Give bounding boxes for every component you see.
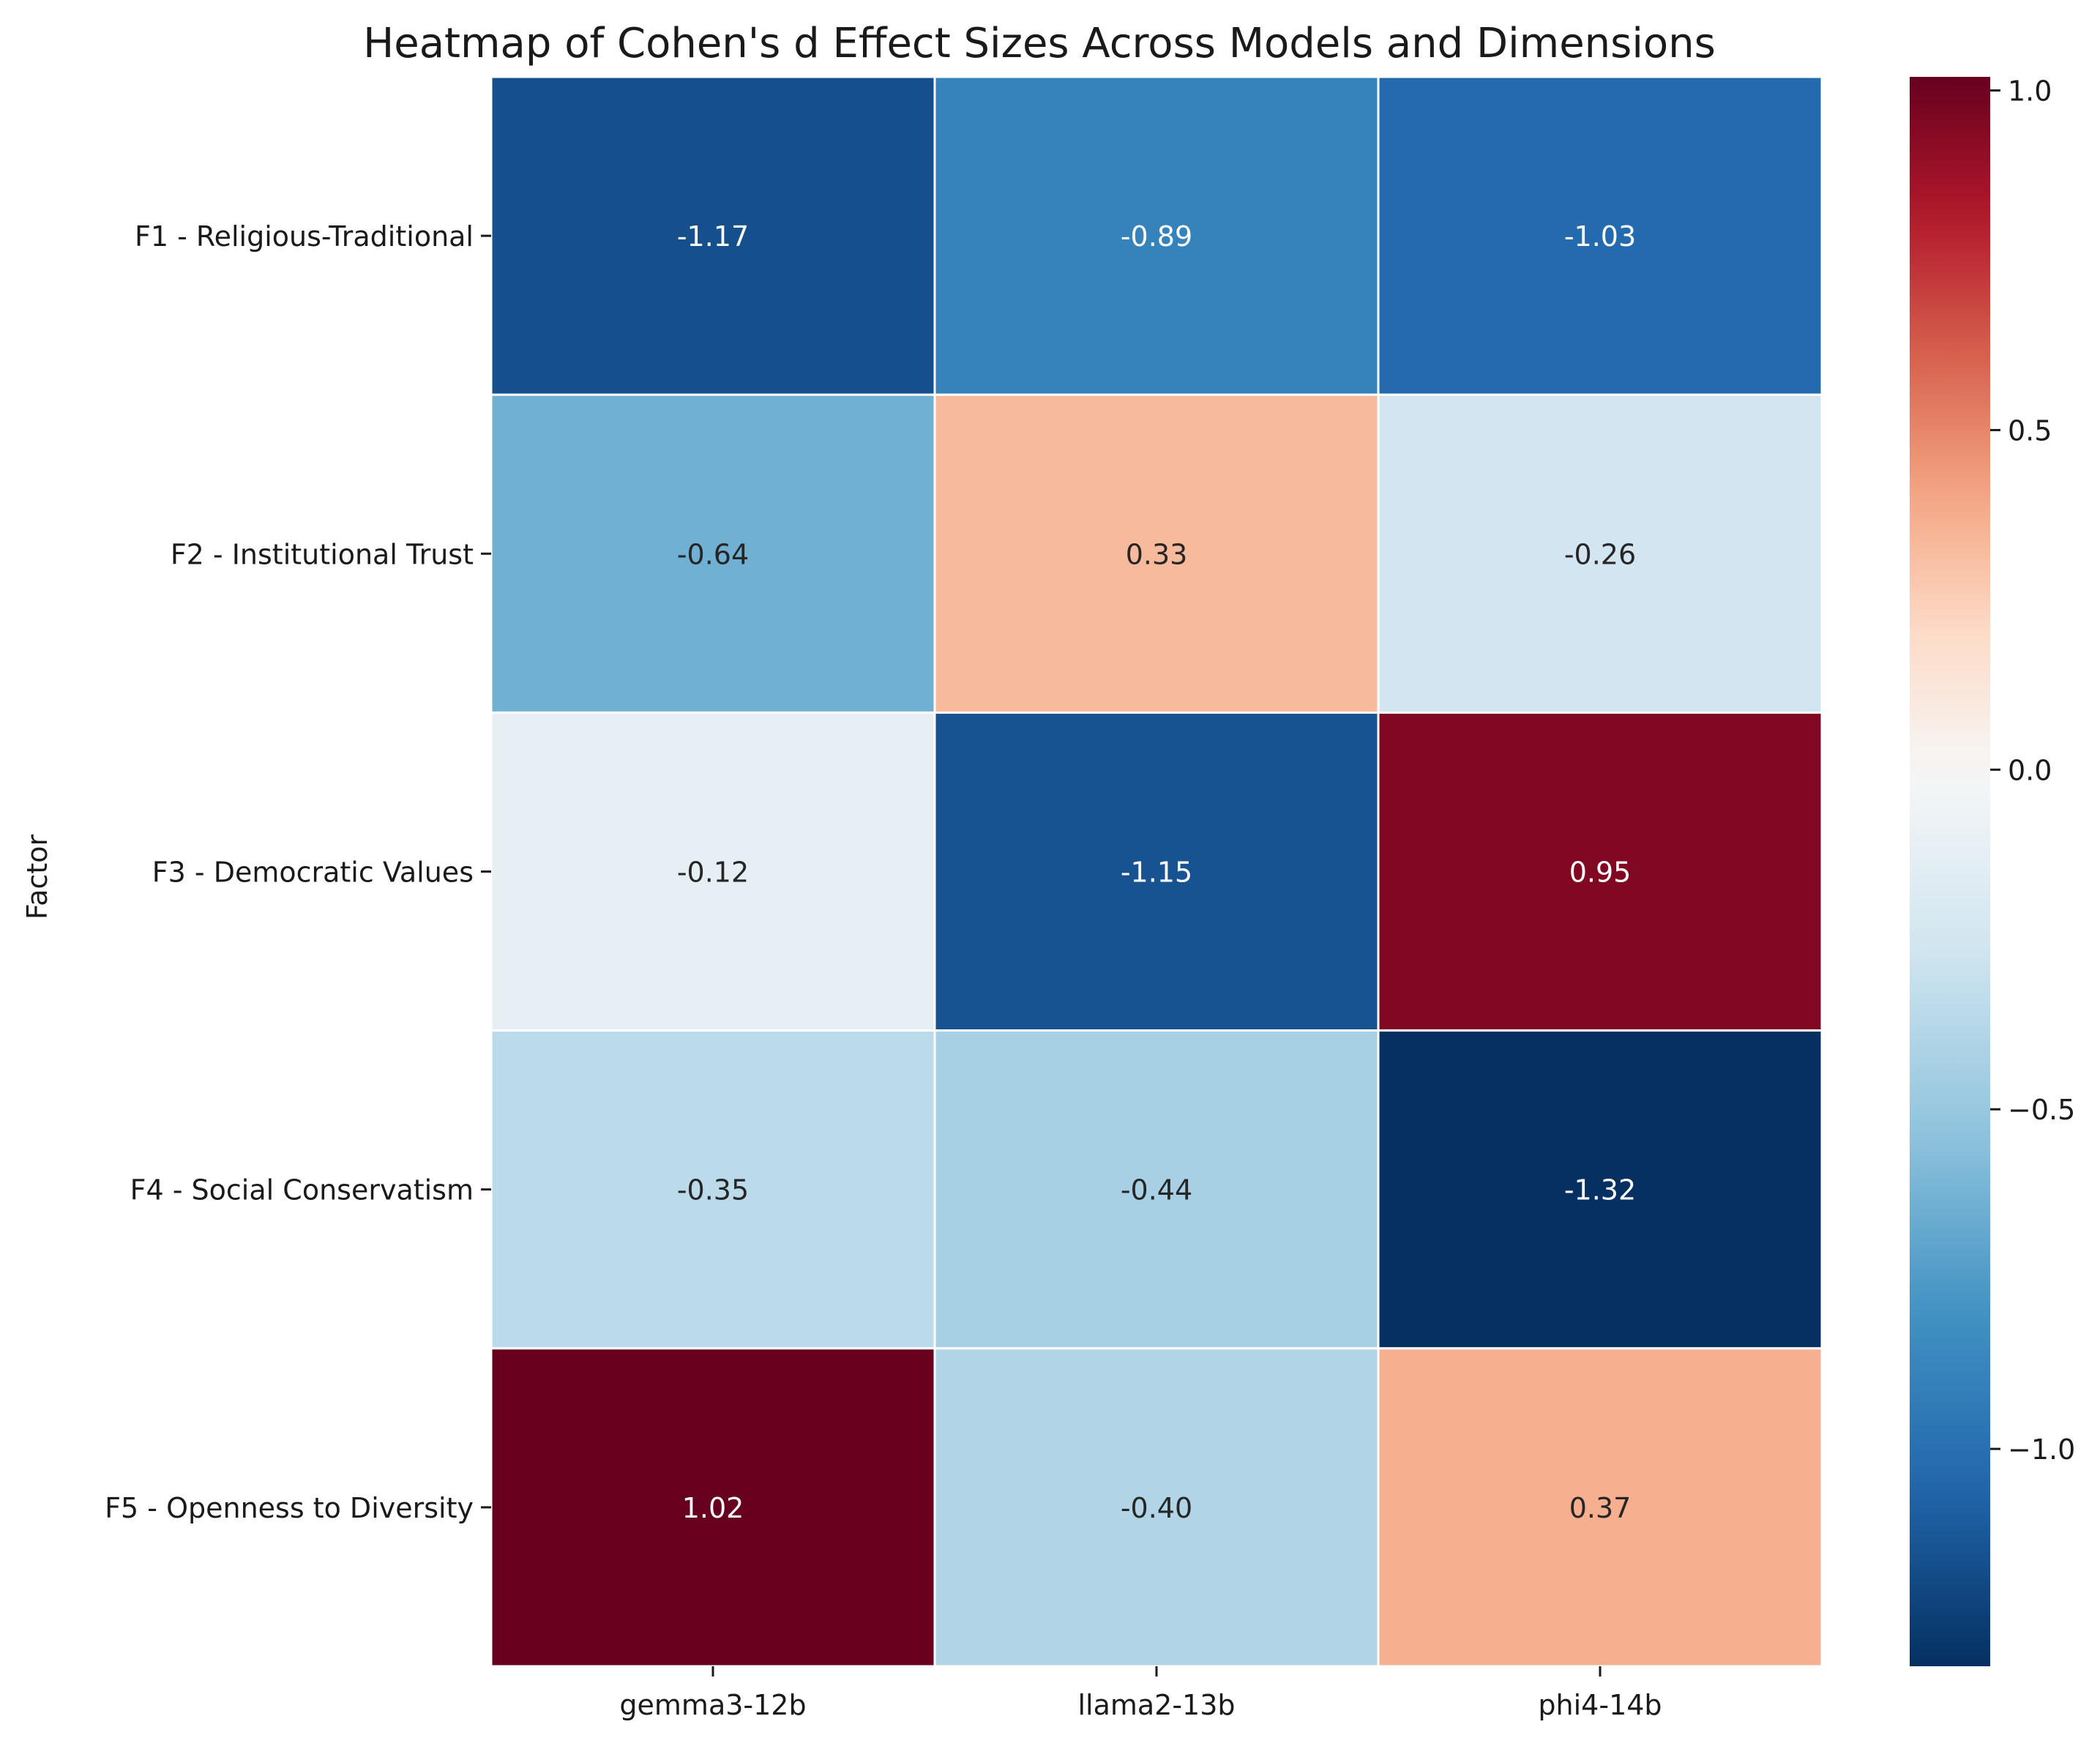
cell-value-label: -1.32 bbox=[1564, 1174, 1636, 1206]
heatmap-cells bbox=[490, 75, 1823, 1668]
heatmap-cell bbox=[490, 75, 936, 396]
heatmap-cell bbox=[1377, 1347, 1823, 1668]
heatmap-cell bbox=[490, 393, 936, 714]
heatmap-cell bbox=[490, 711, 936, 1032]
cell-value-label: -0.35 bbox=[677, 1174, 749, 1206]
cell-value-label: -0.40 bbox=[1121, 1492, 1192, 1524]
y-tick-label: F2 - Institutional Trust bbox=[171, 538, 474, 570]
cell-value-label: -0.64 bbox=[677, 538, 749, 570]
y-tick-label: F4 - Social Conservatism bbox=[130, 1174, 474, 1206]
cell-value-label: -1.03 bbox=[1564, 220, 1636, 253]
x-axis: gemma3-12b llama2-13b phi4-14b bbox=[619, 1666, 1662, 1721]
y-tick-label: F5 - Openness to Diversity bbox=[105, 1492, 474, 1524]
y-tick-label: F3 - Democratic Values bbox=[152, 857, 474, 889]
x-tick-label: llama2-13b bbox=[1077, 1689, 1235, 1721]
colorbar-tick-label: 1.0 bbox=[2008, 75, 2052, 108]
colorbar-gradient bbox=[1910, 77, 1990, 1666]
cell-value-label: 0.37 bbox=[1569, 1492, 1632, 1524]
y-axis-label: Factor bbox=[21, 834, 53, 920]
heatmap-cell bbox=[933, 75, 1380, 396]
x-tick-label: phi4-14b bbox=[1538, 1689, 1662, 1721]
heatmap-cell bbox=[1377, 1029, 1823, 1350]
cell-value-label: 0.33 bbox=[1126, 538, 1188, 570]
y-axis: F1 - Religious-Traditional F2 - Instituti… bbox=[105, 220, 491, 1524]
cell-value-label: -1.17 bbox=[677, 220, 749, 253]
y-tick-label: F1 - Religious-Traditional bbox=[135, 220, 474, 253]
cell-value-label: 0.95 bbox=[1569, 857, 1632, 889]
cell-value-label: -0.12 bbox=[677, 857, 749, 889]
heatmap-cell bbox=[933, 711, 1380, 1032]
cell-value-labels: -1.17 -0.89 -1.03 -0.64 0.33 -0.26 -0.12 -1.15 0… bbox=[677, 220, 1636, 1524]
heatmap-cell bbox=[490, 1347, 936, 1668]
colorbar-tick-label: 0.5 bbox=[2008, 414, 2052, 447]
heatmap-cell bbox=[933, 1347, 1380, 1668]
heatmap-cell bbox=[1377, 75, 1823, 396]
colorbar-tick-label: 0.0 bbox=[2008, 754, 2052, 786]
heatmap-cell bbox=[490, 1029, 936, 1350]
colorbar: 1.0 0.5 0.0 −0.5 −1.0 bbox=[1910, 75, 2075, 1666]
x-tick-label: gemma3-12b bbox=[619, 1689, 806, 1721]
heatmap-cell bbox=[1377, 393, 1823, 714]
cell-value-label: 1.02 bbox=[682, 1492, 744, 1524]
heatmap-cell bbox=[933, 393, 1380, 714]
cell-value-label: -0.44 bbox=[1121, 1174, 1192, 1206]
cell-value-label: -1.15 bbox=[1121, 857, 1192, 889]
colorbar-tick-label: −0.5 bbox=[2008, 1094, 2075, 1126]
colorbar-tick-label: −1.0 bbox=[2008, 1433, 2075, 1466]
cell-value-label: -0.89 bbox=[1121, 220, 1192, 253]
cell-value-label: -0.26 bbox=[1564, 538, 1636, 570]
chart-title: Heatmap of Cohen's d Effect Sizes Across… bbox=[363, 20, 1716, 67]
